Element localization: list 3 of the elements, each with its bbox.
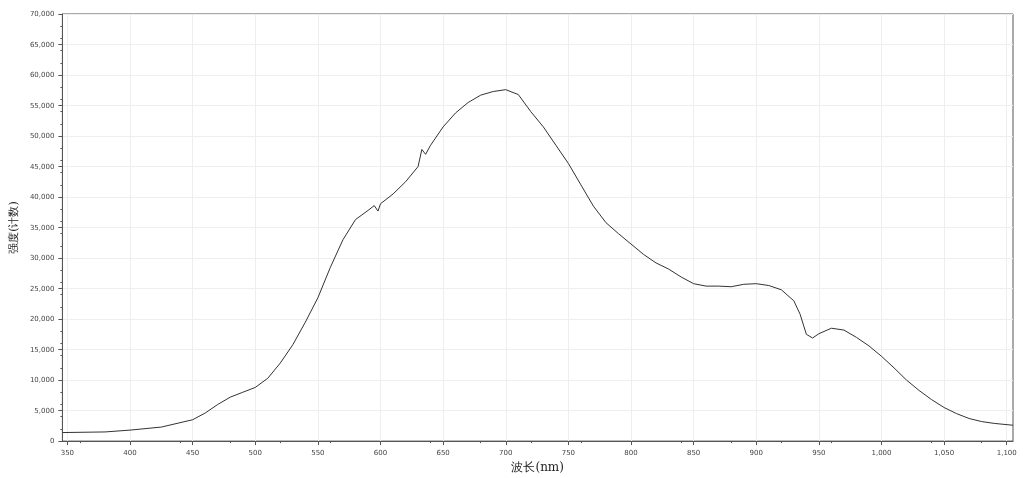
line-series xyxy=(61,89,1014,434)
y-axis-title: 强度(计数) xyxy=(7,201,20,254)
x-axis-title: 波长(nm) xyxy=(511,460,564,474)
